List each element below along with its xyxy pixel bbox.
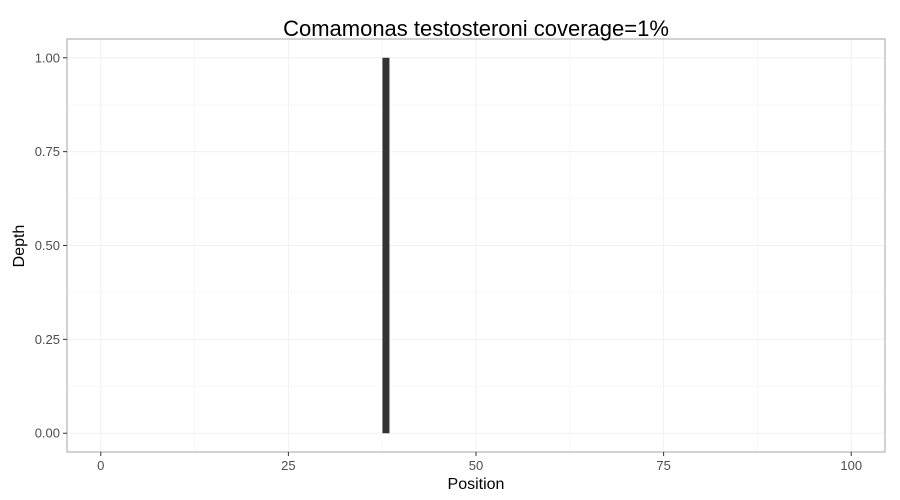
y-tick-label: 0.50 [35, 238, 60, 253]
x-tick-label: 75 [656, 458, 670, 473]
y-axis-ticks: 0.00 0.25 0.50 0.75 1.00 [35, 50, 67, 441]
y-tick-label: 1.00 [35, 50, 60, 65]
y-tick-label: 0.75 [35, 144, 60, 159]
chart-title: Comamonas testosteroni coverage=1% [283, 16, 669, 41]
x-tick-label: 100 [840, 458, 862, 473]
y-tick-label: 0.00 [35, 426, 60, 441]
grid [67, 39, 885, 452]
y-tick-label: 0.25 [35, 332, 60, 347]
x-tick-label: 0 [97, 458, 104, 473]
y-axis-title: Depth [11, 225, 28, 268]
x-axis-title: Position [448, 476, 505, 493]
x-axis-ticks: 0 25 50 75 100 [97, 452, 862, 473]
x-tick-label: 50 [469, 458, 483, 473]
x-tick-label: 25 [281, 458, 295, 473]
